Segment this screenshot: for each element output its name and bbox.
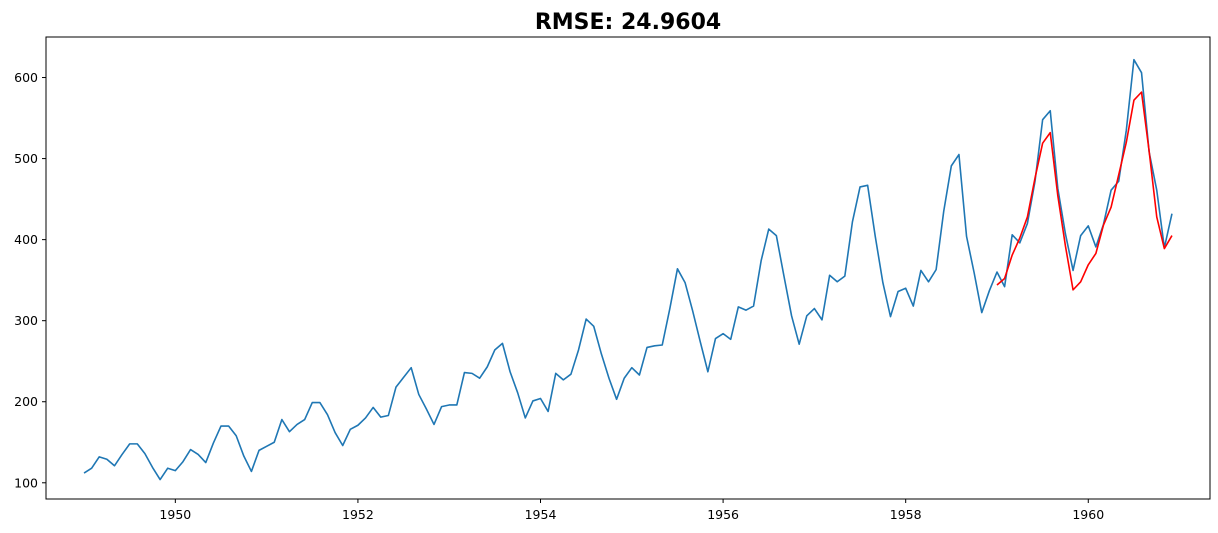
- plot-frame: [45, 36, 1211, 500]
- x-tick-label: 1960: [1072, 507, 1104, 522]
- y-tick-label: 600: [14, 70, 38, 85]
- series-layer: [83, 58, 1173, 481]
- y-tick-label: 300: [14, 313, 38, 328]
- chart-title: RMSE: 24.9604: [535, 10, 721, 35]
- x-tick-label: 1958: [890, 507, 922, 522]
- axes-layer: 1950 1952 1954 1956 1958 1960 100 200 300 400 500 6…: [14, 36, 1211, 522]
- x-tick-label: 1952: [342, 507, 374, 522]
- y-tick-label: 200: [14, 394, 38, 409]
- x-tick-label: 1954: [525, 507, 557, 522]
- x-tick-label: 1956: [707, 507, 739, 522]
- series-line-1: [83, 58, 1173, 481]
- y-tick-label: 100: [14, 475, 38, 490]
- x-tick-label: 1950: [159, 507, 191, 522]
- y-tick-label: 500: [14, 151, 38, 166]
- series-line-2: [996, 91, 1173, 291]
- y-tick-label: 400: [14, 232, 38, 247]
